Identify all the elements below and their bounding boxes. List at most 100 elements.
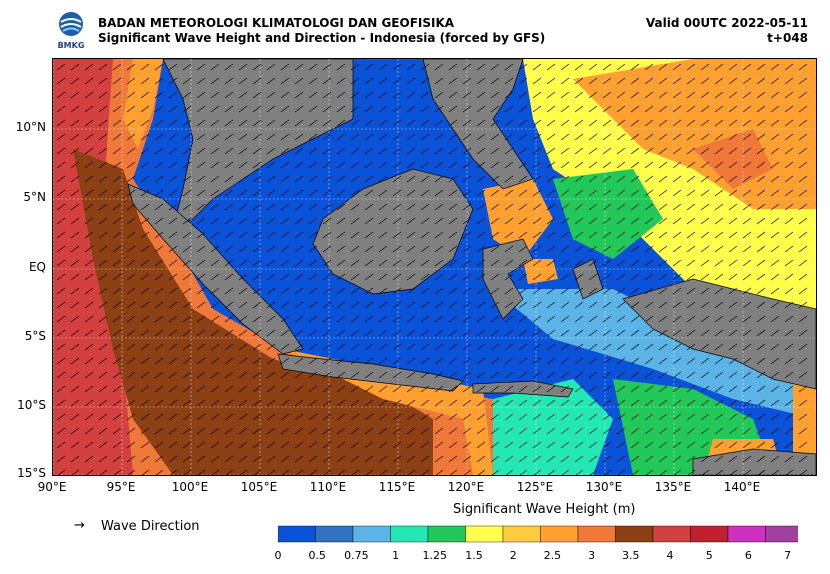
wave-arrow bbox=[490, 315, 500, 323]
wave-arrow bbox=[532, 119, 542, 127]
wave-arrow bbox=[672, 343, 682, 351]
wave-arrow bbox=[210, 175, 220, 183]
wave-arrow bbox=[294, 301, 304, 309]
wave-arrow bbox=[462, 133, 472, 141]
wave-arrow bbox=[266, 63, 276, 71]
wave-arrow bbox=[616, 231, 626, 239]
wave-arrow bbox=[546, 203, 556, 211]
wave-arrow bbox=[476, 371, 486, 379]
wave-arrow bbox=[420, 259, 430, 267]
wave-arrow bbox=[126, 343, 136, 351]
wave-arrow bbox=[532, 63, 542, 71]
wave-arrow bbox=[56, 413, 66, 421]
wave-arrow bbox=[84, 399, 94, 407]
wave-arrow bbox=[322, 399, 332, 407]
wave-arrow bbox=[280, 147, 290, 155]
wave-arrow bbox=[238, 161, 248, 169]
wave-arrow bbox=[266, 357, 276, 365]
wave-arrow bbox=[672, 301, 682, 309]
wave-arrow bbox=[378, 301, 388, 309]
wave-arrow bbox=[84, 203, 94, 211]
wave-arrow bbox=[56, 343, 66, 351]
wave-arrow bbox=[644, 119, 654, 127]
wave-arrow bbox=[490, 455, 500, 463]
wave-arrow bbox=[154, 427, 164, 435]
wave-arrow bbox=[588, 161, 598, 169]
wave-arrow bbox=[798, 399, 808, 407]
wave-arrow bbox=[532, 189, 542, 197]
wave-arrow bbox=[616, 413, 626, 421]
wave-arrow bbox=[196, 217, 206, 225]
wave-arrow bbox=[224, 441, 234, 449]
wave-arrow bbox=[672, 357, 682, 365]
wave-arrow bbox=[210, 287, 220, 295]
wave-arrow bbox=[435, 469, 444, 475]
wave-arrow bbox=[420, 175, 430, 183]
wave-arrow bbox=[756, 119, 766, 127]
wave-arrow bbox=[196, 441, 206, 449]
wave-arrow bbox=[742, 63, 752, 71]
wave-arrow bbox=[756, 343, 766, 351]
wave-arrow bbox=[280, 301, 290, 309]
wave-arrow bbox=[658, 231, 668, 239]
wave-arrow bbox=[56, 189, 66, 197]
wave-arrow bbox=[686, 105, 696, 113]
wave-arrow bbox=[672, 329, 682, 337]
wave-arrows bbox=[56, 63, 808, 475]
wave-arrow bbox=[252, 231, 262, 239]
wave-arrow bbox=[644, 245, 654, 253]
wave-arrow bbox=[784, 77, 794, 85]
wave-arrow bbox=[322, 231, 332, 239]
wave-arrow bbox=[518, 147, 528, 155]
wave-arrow bbox=[252, 189, 262, 197]
wave-arrow bbox=[210, 385, 220, 393]
wave-arrow bbox=[378, 217, 388, 225]
wave-arrow bbox=[56, 273, 66, 281]
wave-arrow bbox=[462, 343, 472, 351]
wave-arrow bbox=[728, 203, 738, 211]
wave-arrow bbox=[476, 399, 486, 407]
wave-arrow bbox=[154, 77, 164, 85]
wave-arrow bbox=[546, 119, 556, 127]
wave-arrow bbox=[336, 287, 346, 295]
wave-arrow bbox=[378, 273, 388, 281]
wave-arrow bbox=[490, 63, 500, 71]
wave-arrow bbox=[700, 441, 710, 449]
wave-arrow bbox=[196, 189, 206, 197]
wave-arrow bbox=[364, 119, 374, 127]
wave-arrow bbox=[126, 371, 136, 379]
wave-arrow bbox=[686, 147, 696, 155]
wave-arrow bbox=[742, 217, 752, 225]
wave-arrow bbox=[350, 119, 360, 127]
wave-arrow bbox=[392, 77, 402, 85]
wave-arrow bbox=[686, 217, 696, 225]
wave-arrow bbox=[378, 105, 388, 113]
wave-arrow bbox=[154, 259, 164, 267]
wave-arrow bbox=[434, 217, 444, 225]
wave-arrow bbox=[407, 469, 416, 475]
wave-arrow bbox=[644, 427, 654, 435]
wave-arrow bbox=[462, 91, 472, 99]
wave-arrow bbox=[406, 133, 416, 141]
wave-arrow bbox=[420, 371, 430, 379]
wave-arrow bbox=[140, 63, 150, 71]
wave-arrow bbox=[98, 259, 108, 267]
wave-arrow bbox=[350, 203, 360, 211]
wave-arrow bbox=[238, 343, 248, 351]
wave-arrow bbox=[196, 147, 206, 155]
colorbar-tick-label: 1 bbox=[392, 549, 400, 562]
wave-arrow bbox=[728, 91, 738, 99]
wave-arrow bbox=[308, 245, 318, 253]
wave-arrow bbox=[336, 175, 346, 183]
wave-arrow bbox=[756, 301, 766, 309]
wave-arrow bbox=[210, 399, 220, 407]
wave-arrow bbox=[532, 77, 542, 85]
wave-arrow bbox=[364, 273, 374, 281]
wave-arrow bbox=[336, 385, 346, 393]
wave-arrow bbox=[224, 119, 234, 127]
wave-arrow bbox=[336, 301, 346, 309]
wave-arrow bbox=[490, 133, 500, 141]
wave-arrow bbox=[687, 469, 696, 475]
wave-arrow bbox=[462, 189, 472, 197]
wave-arrow bbox=[168, 119, 178, 127]
